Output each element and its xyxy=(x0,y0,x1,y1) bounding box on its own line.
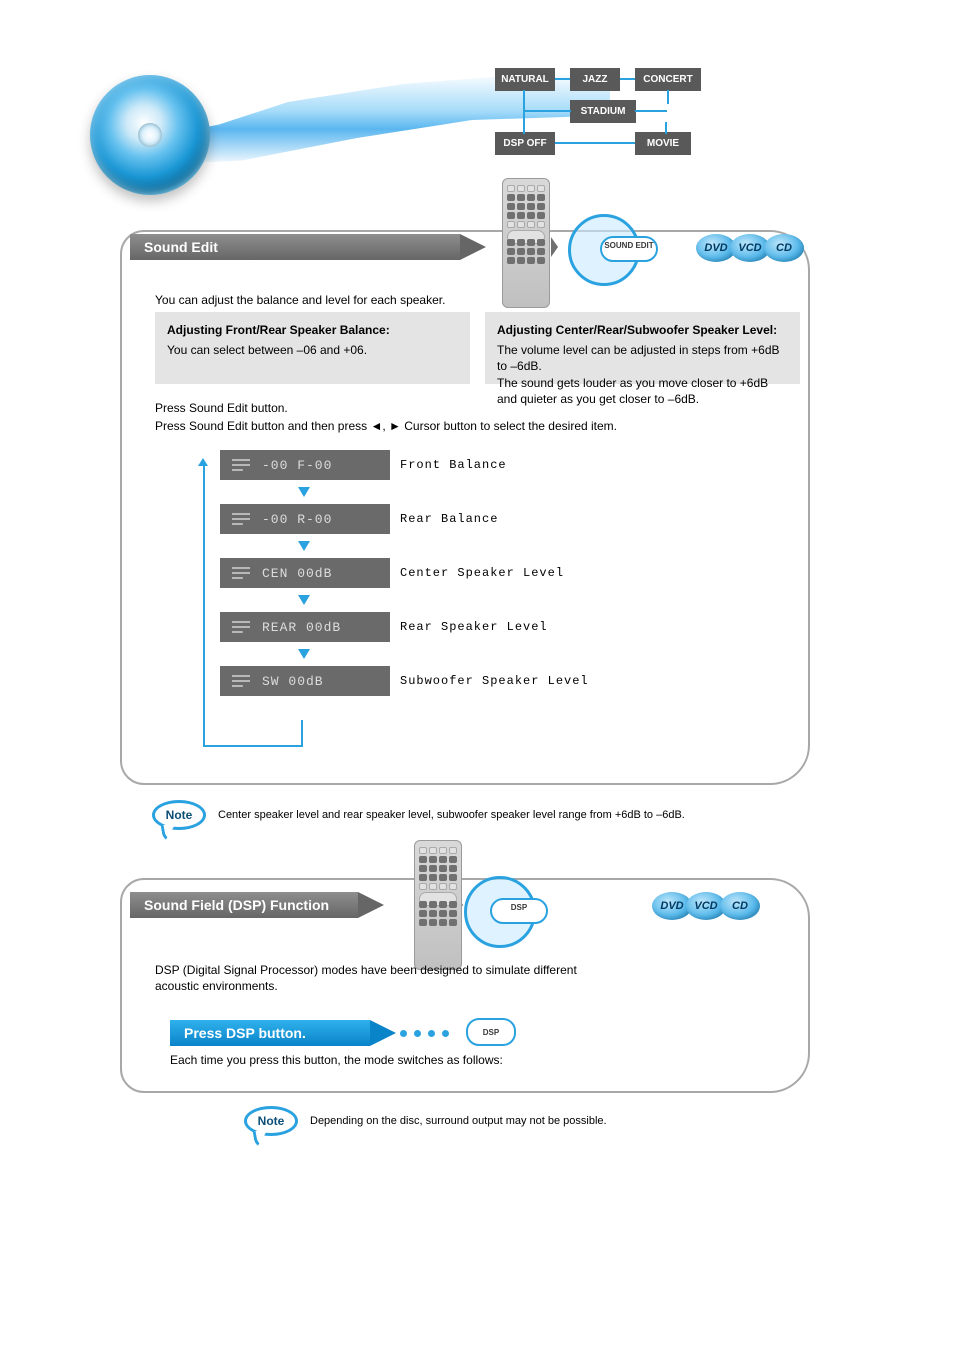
vfd-rear-balance-label: Rear Balance xyxy=(400,512,498,526)
disc-icon xyxy=(90,75,210,195)
sound-edit-heading-text: Sound Edit xyxy=(144,239,218,255)
mode-natural: NATURAL xyxy=(495,68,555,91)
mode-stadium: STADIUM xyxy=(570,100,636,123)
vfd-front-balance-label: Front Balance xyxy=(400,458,507,472)
vfd-rear-balance-text: -00 R-00 xyxy=(262,512,332,527)
vfd-loop-line-vertical xyxy=(203,465,205,747)
remote-control-illustration-2 xyxy=(414,840,462,970)
vfd-arrow-3 xyxy=(298,595,310,605)
vfd-display-stack: -00 F-00 Front Balance -00 R-00 Rear Bal… xyxy=(220,450,410,696)
media-badges-1: DVD VCD CD xyxy=(702,234,804,262)
mode-dsp-off: DSP OFF xyxy=(495,132,555,155)
sound-edit-remote-button-label: SOUND EDIT xyxy=(604,241,653,250)
step2-text: Press Sound Edit button and then press ◄… xyxy=(155,418,795,434)
vfd-rear-level: REAR 00dB Rear Speaker Level xyxy=(220,612,390,642)
step1-text: Press Sound Edit button. xyxy=(155,400,288,416)
vfd-arrow-1 xyxy=(298,487,310,497)
dsp-step-body: Each time you press this button, the mod… xyxy=(170,1052,570,1068)
vfd-center-level: CEN 00dB Center Speaker Level xyxy=(220,558,390,588)
cd-badge: CD xyxy=(764,234,804,262)
vfd-rear-level-text: REAR 00dB xyxy=(262,620,341,635)
note-label-2: Note xyxy=(258,1114,285,1128)
vfd-sw-level: SW 00dB Subwoofer Speaker Level xyxy=(220,666,390,696)
vfd-center-level-text: CEN 00dB xyxy=(262,566,332,581)
media-badges-2: DVD VCD CD xyxy=(658,892,760,920)
dsp-step-label: Press DSP button. xyxy=(184,1025,306,1041)
mode-jazz: JAZZ xyxy=(570,68,620,91)
vfd-arrow-4 xyxy=(298,649,310,659)
vfd-arrow-2 xyxy=(298,541,310,551)
front-rear-balance-body: You can select between –06 and +06. xyxy=(167,342,458,358)
vfd-sw-level-text: SW 00dB xyxy=(262,674,324,689)
cd-badge-2: CD xyxy=(720,892,760,920)
front-rear-balance-title: Adjusting Front/Rear Speaker Balance: xyxy=(167,322,458,338)
dsp-remote-button-label: DSP xyxy=(511,903,527,912)
vfd-front-balance: -00 F-00 Front Balance xyxy=(220,450,390,480)
note-text-2: Depending on the disc, surround output m… xyxy=(310,1114,790,1129)
vfd-center-level-label: Center Speaker Level xyxy=(400,566,564,580)
note-bubble-2: Note xyxy=(244,1106,298,1144)
dsp-heading-text: Sound Field (DSP) Function xyxy=(144,897,329,913)
note-bubble-1: Note xyxy=(152,800,206,838)
vfd-loop-line-horizontal xyxy=(203,745,303,747)
note-label-1: Note xyxy=(166,808,193,822)
dsp-mode-diagram: NATURAL JAZZ CONCERT STADIUM DSP OFF MOV… xyxy=(495,68,705,173)
sound-edit-remote-button: SOUND EDIT xyxy=(600,236,658,262)
remote-control-illustration-1 xyxy=(502,178,550,308)
section1-intro-text: You can adjust the balance and level for… xyxy=(155,292,795,308)
level-box: Adjusting Center/Rear/Subwoofer Speaker … xyxy=(485,312,800,384)
dsp-remote-button: DSP xyxy=(490,898,548,924)
vfd-rear-balance: -00 R-00 Rear Balance xyxy=(220,504,390,534)
dsp-button-callout-2-label: DSP xyxy=(483,1028,499,1037)
level-box-title: Adjusting Center/Rear/Subwoofer Speaker … xyxy=(497,322,788,338)
vfd-sw-level-label: Subwoofer Speaker Level xyxy=(400,674,589,688)
vfd-loop-arrowhead xyxy=(198,458,208,466)
section2-intro-text: DSP (Digital Signal Processor) modes hav… xyxy=(155,962,585,994)
mode-concert: CONCERT xyxy=(635,68,701,91)
connector-dots xyxy=(400,1030,449,1037)
dsp-heading-arrow: Sound Field (DSP) Function xyxy=(130,892,415,918)
level-box-body: The volume level can be adjusted in step… xyxy=(497,342,788,407)
sound-edit-heading-arrow: Sound Edit xyxy=(130,234,510,260)
dsp-button-callout-2: DSP xyxy=(466,1018,516,1046)
vfd-front-balance-text: -00 F-00 xyxy=(262,458,332,473)
vfd-rear-level-label: Rear Speaker Level xyxy=(400,620,548,634)
note-text-1: Center speaker level and rear speaker le… xyxy=(218,808,798,823)
dsp-step-arrow: Press DSP button. xyxy=(170,1020,410,1046)
mode-movie: MOVIE xyxy=(635,132,691,155)
vfd-loop-riser xyxy=(301,720,303,746)
front-rear-balance-box: Adjusting Front/Rear Speaker Balance: Yo… xyxy=(155,312,470,384)
